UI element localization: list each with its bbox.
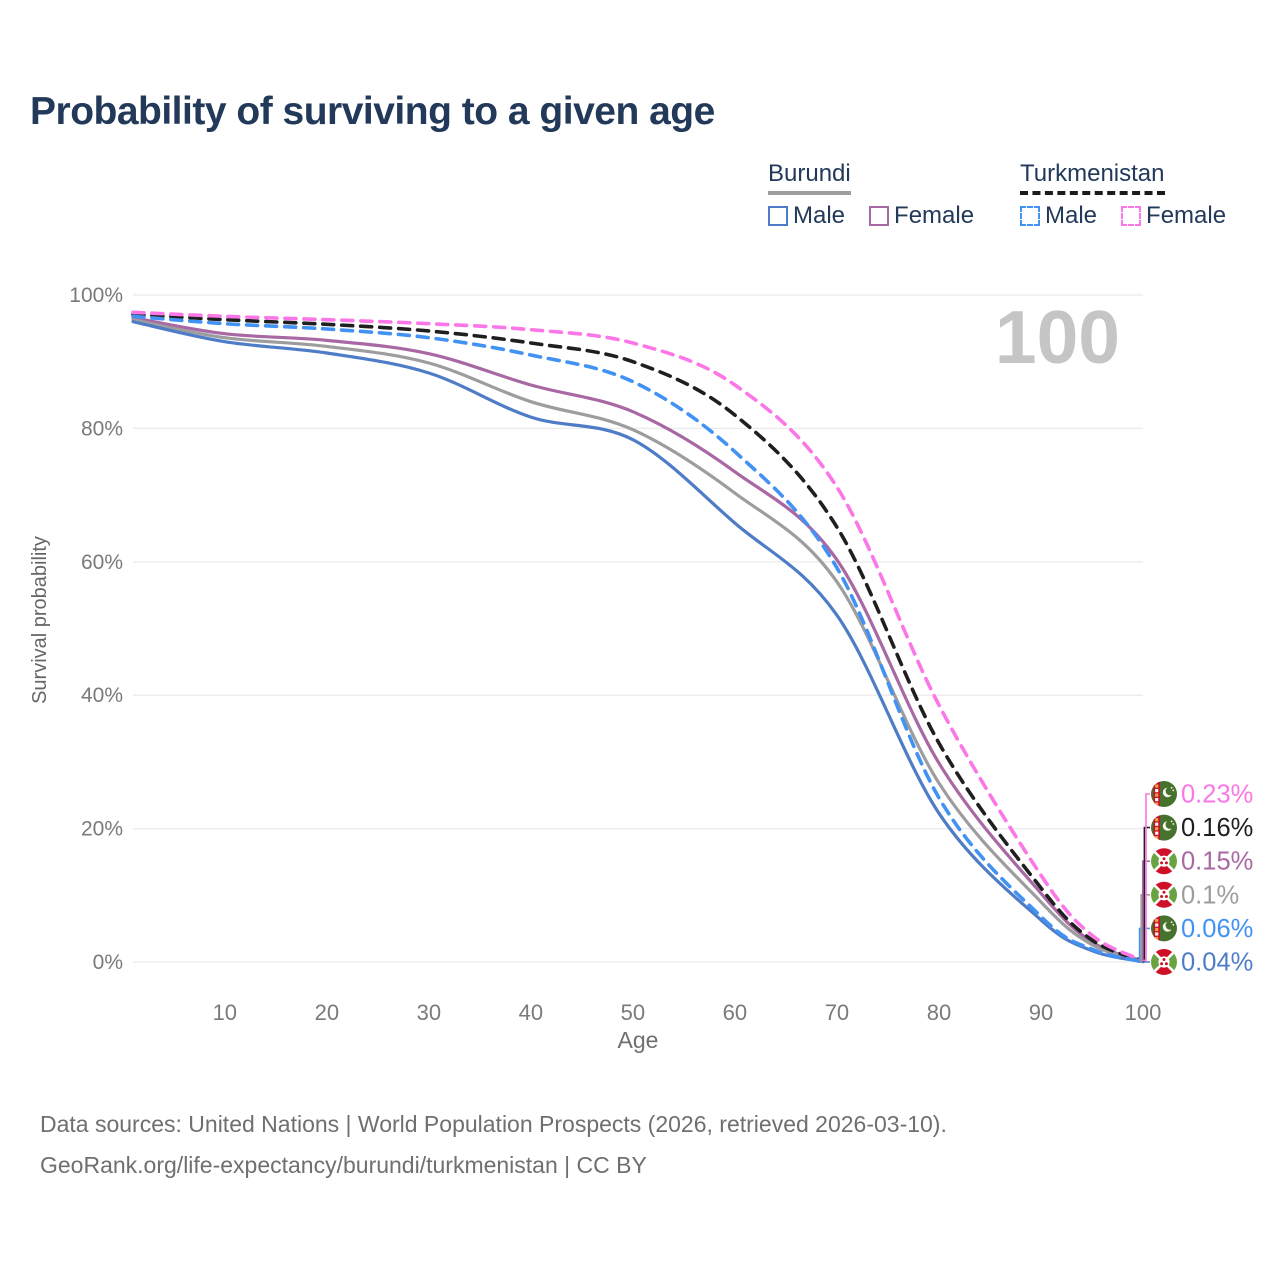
legend-item-label: Female <box>1146 202 1227 229</box>
end-label-burundi-male: 0.04% <box>1181 949 1253 977</box>
burundi-flag-icon <box>1151 881 1177 908</box>
y-tick-label: 40% <box>81 684 123 707</box>
legend-swatch <box>869 206 890 226</box>
curve-burundi-female[interactable] <box>131 316 1145 963</box>
turkmenistan-flag-icon <box>1151 781 1177 807</box>
y-tick-label: 20% <box>81 818 123 841</box>
legend-item-label: Female <box>894 202 975 229</box>
footer-attribution: GeoRank.org/life-expectancy/burundi/turk… <box>40 1152 647 1178</box>
age-counter-watermark: 100 <box>995 295 1120 379</box>
legend-item-label: Male <box>793 202 846 229</box>
burundi-flag-icon <box>1151 949 1177 975</box>
x-tick-label: 60 <box>723 1000 747 1025</box>
y-tick-label: 80% <box>81 417 123 440</box>
end-label-turkmenistan-all: 0.16% <box>1181 814 1253 842</box>
y-tick-label: 100% <box>69 284 123 307</box>
x-tick-label: 20 <box>315 1000 339 1025</box>
curve-burundi-all[interactable] <box>131 318 1145 963</box>
end-label-turkmenistan-female: 0.23% <box>1181 781 1253 809</box>
footer-sources: Data sources: United Nations | World Pop… <box>40 1111 947 1137</box>
legend-swatch <box>768 206 788 226</box>
y-tick-label: 0% <box>93 951 123 974</box>
legend-country-label: Burundi <box>768 160 851 195</box>
legend-group-turkmenistan: Turkmenistan Male Female <box>1020 160 1226 230</box>
legend-country-label: Turkmenistan <box>1020 160 1165 195</box>
x-tick-label: 30 <box>417 1000 441 1025</box>
end-label-burundi-female: 0.15% <box>1181 848 1253 876</box>
x-axis-title: Age <box>618 1027 659 1053</box>
footer: Data sources: United Nations | World Pop… <box>40 1104 947 1186</box>
burundi-flag-icon <box>1151 848 1177 875</box>
x-tick-label: 80 <box>927 1000 951 1025</box>
legend-item-turkmenistan-male[interactable]: Male <box>1020 202 1097 230</box>
y-axis-title: Survival probability <box>29 536 51 704</box>
curves <box>131 310 1145 964</box>
x-tick-label: 70 <box>825 1000 849 1025</box>
turkmenistan-flag-icon <box>1151 814 1177 841</box>
curve-burundi-male[interactable] <box>131 320 1145 964</box>
legend-swatch <box>1121 206 1142 226</box>
legend-item-burundi-female[interactable]: Female <box>869 202 974 230</box>
end-label-turkmenistan-male: 0.06% <box>1181 915 1253 943</box>
x-tick-label: 40 <box>519 1000 543 1025</box>
curve-turkmenistan-all[interactable] <box>131 312 1145 963</box>
axis-tick-labels: 0% 20% 40% 60% 80% 100% 10 20 30 40 50 60 70 80 90 100 <box>69 284 1161 1025</box>
x-tick-label: 10 <box>213 1000 237 1025</box>
grid-lines <box>133 294 1143 963</box>
legend-item-label: Male <box>1045 202 1098 229</box>
legend-group-burundi: Burundi Male Female <box>768 160 974 230</box>
x-tick-label: 100 <box>1125 1000 1162 1025</box>
legend: Burundi Male Female Turkmenistan Male Female <box>0 160 1280 240</box>
x-tick-label: 50 <box>621 1000 645 1025</box>
leader-line-turkmenistan-female <box>1143 793 1150 962</box>
x-tick-label: 90 <box>1029 1000 1053 1025</box>
curve-turkmenistan-female[interactable] <box>131 310 1145 963</box>
y-tick-label: 60% <box>81 551 123 574</box>
legend-swatch <box>1020 206 1040 226</box>
legend-item-burundi-male[interactable]: Male <box>768 202 845 230</box>
end-label-burundi-all: 0.1% <box>1181 881 1239 909</box>
curve-turkmenistan-male[interactable] <box>131 314 1145 964</box>
end-labels: 0.04% 0.06% 0.1% 0.15% 0.16% 0.23% <box>1137 781 1253 977</box>
page-title: Probability of surviving to a given age <box>30 90 715 133</box>
turkmenistan-flag-icon <box>1151 915 1177 942</box>
legend-item-turkmenistan-female[interactable]: Female <box>1121 202 1226 230</box>
